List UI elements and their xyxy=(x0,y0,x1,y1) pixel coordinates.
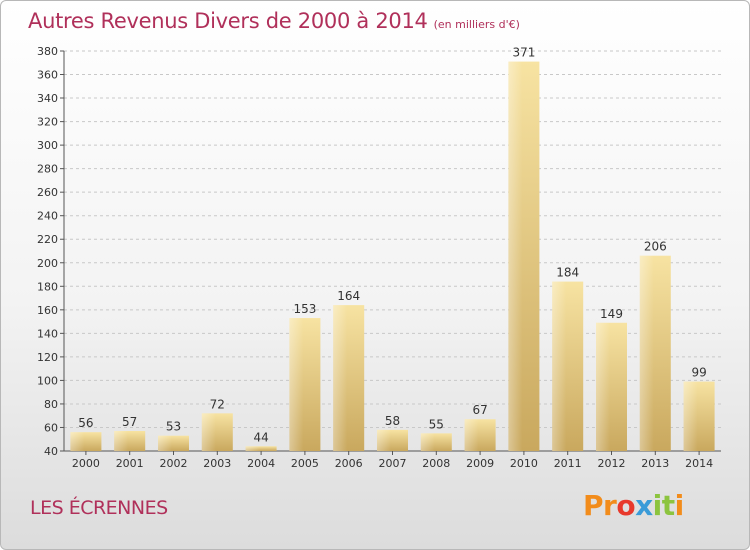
logo-letter: o xyxy=(616,489,636,522)
x-tick-label: 2008 xyxy=(422,457,450,470)
x-tick-label: 2014 xyxy=(685,457,713,470)
data-label: 44 xyxy=(253,430,268,444)
x-tick-label: 2005 xyxy=(291,457,319,470)
logo-letter: i xyxy=(674,489,685,522)
data-label: 67 xyxy=(472,403,487,417)
y-tick-label: 360 xyxy=(37,69,58,82)
bar-highlight xyxy=(464,419,479,451)
x-tick-label: 2011 xyxy=(554,457,582,470)
data-label: 206 xyxy=(644,240,667,254)
data-label: 57 xyxy=(122,415,137,429)
y-tick-label: 380 xyxy=(37,45,58,58)
y-tick-label: 160 xyxy=(37,304,58,317)
bar-highlight xyxy=(508,61,523,452)
y-tick-label: 220 xyxy=(37,233,58,246)
data-label: 99 xyxy=(691,366,706,380)
y-tick-label: 300 xyxy=(37,139,58,152)
y-tick-label: 260 xyxy=(37,186,58,199)
y-tick-label: 140 xyxy=(37,327,58,340)
y-tick-label: 180 xyxy=(37,280,58,293)
bar-highlight xyxy=(552,281,567,451)
data-label: 56 xyxy=(78,416,93,430)
x-tick-label: 2000 xyxy=(72,457,100,470)
bar-highlight xyxy=(245,446,260,451)
x-tick-label: 2009 xyxy=(466,457,494,470)
chart-title: Autres Revenus Divers de 2000 à 2014 (en … xyxy=(28,9,520,33)
bar-highlight xyxy=(289,318,304,451)
logo-letter: r xyxy=(603,489,617,522)
bar-highlight xyxy=(377,429,391,451)
data-label: 371 xyxy=(512,46,535,60)
data-label: 149 xyxy=(600,307,623,321)
proxiti-logo: Proxiti xyxy=(583,489,684,522)
x-tick-label: 2006 xyxy=(335,457,363,470)
x-tick-label: 2007 xyxy=(379,457,407,470)
commune-name: LES ÉCRENNES xyxy=(30,497,168,519)
y-tick-label: 80 xyxy=(44,398,58,411)
logo-letter: t xyxy=(661,489,675,522)
data-label: 55 xyxy=(429,417,444,431)
bar-highlight xyxy=(683,381,698,451)
logo-letter: i xyxy=(652,489,663,522)
data-label: 58 xyxy=(385,414,400,428)
data-label: 153 xyxy=(293,302,316,316)
logo-letter: x xyxy=(635,489,653,522)
y-tick-label: 60 xyxy=(44,421,58,434)
x-tick-label: 2003 xyxy=(203,457,231,470)
y-tick-label: 40 xyxy=(44,445,58,458)
y-tick-label: 280 xyxy=(37,163,58,176)
x-tick-label: 2013 xyxy=(641,457,669,470)
bar-highlight xyxy=(420,433,435,451)
data-label: 184 xyxy=(556,266,579,280)
x-tick-label: 2012 xyxy=(598,457,626,470)
y-tick-label: 100 xyxy=(37,374,58,387)
bar-highlight xyxy=(201,413,216,451)
bar-highlight xyxy=(114,431,129,451)
y-tick-label: 320 xyxy=(37,116,58,129)
bar-highlight xyxy=(70,432,85,451)
bar-highlight xyxy=(158,435,172,451)
chart-subtitle: (en milliers d'€) xyxy=(433,18,520,31)
y-tick-label: 340 xyxy=(37,92,58,105)
y-tick-label: 120 xyxy=(37,351,58,364)
y-tick-label: 200 xyxy=(37,257,58,270)
bar-highlight xyxy=(333,305,348,451)
data-label: 72 xyxy=(210,397,225,411)
chart-title-text: Autres Revenus Divers de 2000 à 2014 xyxy=(28,9,428,33)
data-label: 53 xyxy=(166,420,181,434)
bar xyxy=(245,446,277,451)
y-tick-label: 240 xyxy=(37,210,58,223)
data-label: 164 xyxy=(337,289,360,303)
bar-highlight xyxy=(639,255,654,451)
x-tick-label: 2002 xyxy=(160,457,188,470)
logo-letter: P xyxy=(583,489,604,522)
x-tick-label: 2010 xyxy=(510,457,538,470)
x-tick-label: 2001 xyxy=(116,457,144,470)
x-tick-label: 2004 xyxy=(247,457,275,470)
bar-highlight xyxy=(596,322,610,451)
